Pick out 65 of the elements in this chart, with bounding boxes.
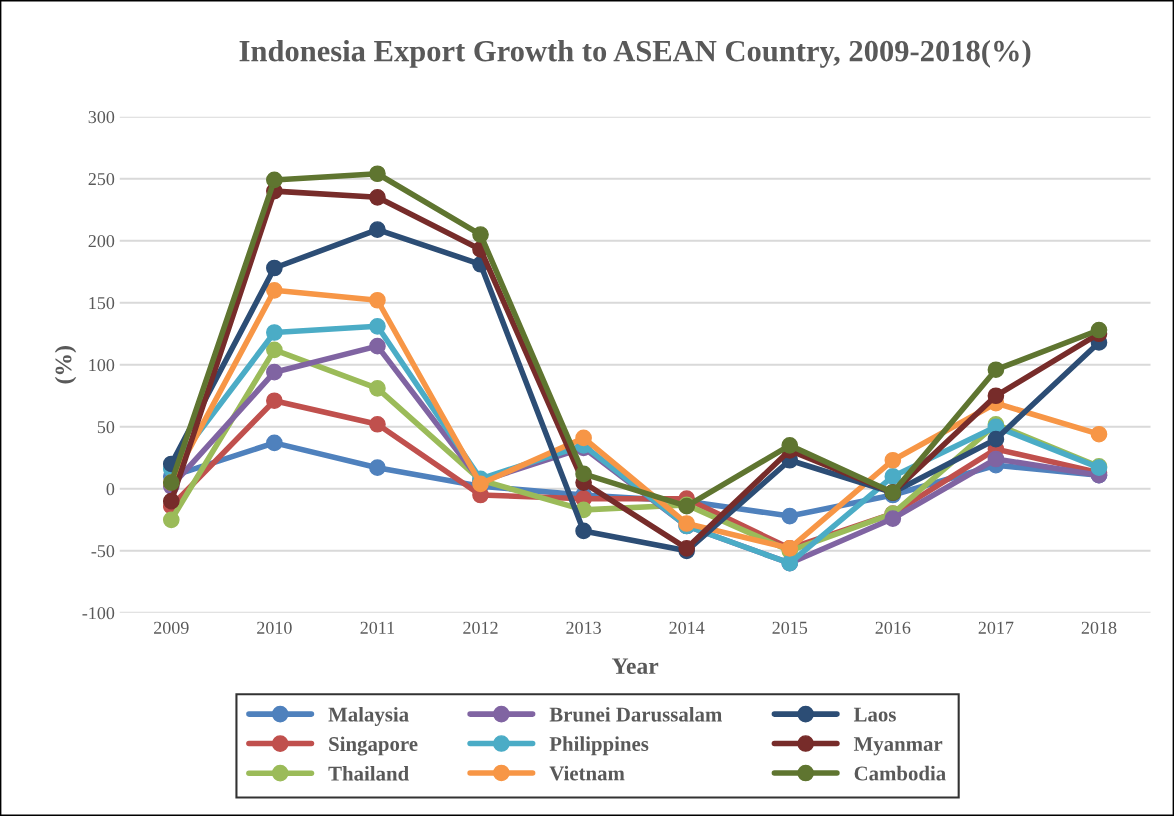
x-tick-label: 2009 <box>154 621 189 634</box>
point <box>369 459 386 477</box>
point <box>369 165 386 183</box>
y-tick-label: 100 <box>89 359 115 372</box>
y-tick-label: -50 <box>91 545 115 558</box>
legend-label: Laos <box>853 707 896 722</box>
legend-label: Vietnam <box>549 765 625 781</box>
legend-label: Cambodia <box>854 765 946 781</box>
point <box>266 281 283 299</box>
y-axis-title: (%) <box>54 346 77 384</box>
legend-label: Brunei Darussalam <box>549 706 722 722</box>
point <box>884 451 902 469</box>
point <box>1090 425 1108 443</box>
point <box>162 511 180 529</box>
x-tick-label: 2014 <box>669 621 705 634</box>
y-tick-label: 50 <box>97 421 115 434</box>
x-tick-label: 2018 <box>1081 621 1117 634</box>
point <box>987 361 1005 379</box>
y-tick-label: 200 <box>88 234 115 248</box>
point <box>266 324 283 341</box>
point <box>987 387 1005 405</box>
point <box>369 221 386 238</box>
x-axis-title: Year <box>611 658 659 675</box>
x-tick-label: 2012 <box>463 621 498 634</box>
point <box>884 510 902 527</box>
point <box>987 430 1005 448</box>
y-tick-label: 300 <box>88 110 115 124</box>
point <box>369 317 386 335</box>
point <box>266 363 283 381</box>
point <box>369 188 386 206</box>
point <box>472 226 489 243</box>
legend-label: Philippines <box>549 736 649 756</box>
point <box>987 450 1005 468</box>
point <box>575 465 592 483</box>
x-tick-label: 2010 <box>257 621 292 634</box>
x-tick-label: 2017 <box>978 621 1014 634</box>
legend-label: Singapore <box>329 736 418 756</box>
point <box>266 341 283 359</box>
point <box>266 259 283 277</box>
point <box>162 492 180 510</box>
point <box>781 507 799 525</box>
legend-label: Myanmar <box>853 737 943 756</box>
x-tick-label: 2013 <box>566 621 601 634</box>
x-tick-label: 2015 <box>772 621 808 634</box>
point <box>369 415 386 433</box>
x-tick-label: 2011 <box>360 621 395 634</box>
point <box>575 429 592 447</box>
chart-title: Indonesia Export Growth to ASEAN Country, 2009-2018(%) <box>239 39 1031 68</box>
y-tick-label: 150 <box>89 296 115 310</box>
point <box>575 522 592 540</box>
point <box>884 468 902 485</box>
point <box>369 291 386 309</box>
y-tick-label: 0 <box>106 483 115 496</box>
x-tick-label: 2016 <box>875 621 911 634</box>
legend-label: Malaysia <box>328 706 409 726</box>
y-tick-label: -100 <box>82 607 115 620</box>
point <box>369 379 386 397</box>
y-tick-label: 250 <box>88 172 115 186</box>
point <box>266 171 283 189</box>
point <box>1090 321 1108 339</box>
legend-label: Thailand <box>328 766 409 781</box>
point <box>266 392 283 410</box>
point <box>781 437 799 454</box>
point <box>266 434 283 452</box>
point <box>369 337 386 355</box>
